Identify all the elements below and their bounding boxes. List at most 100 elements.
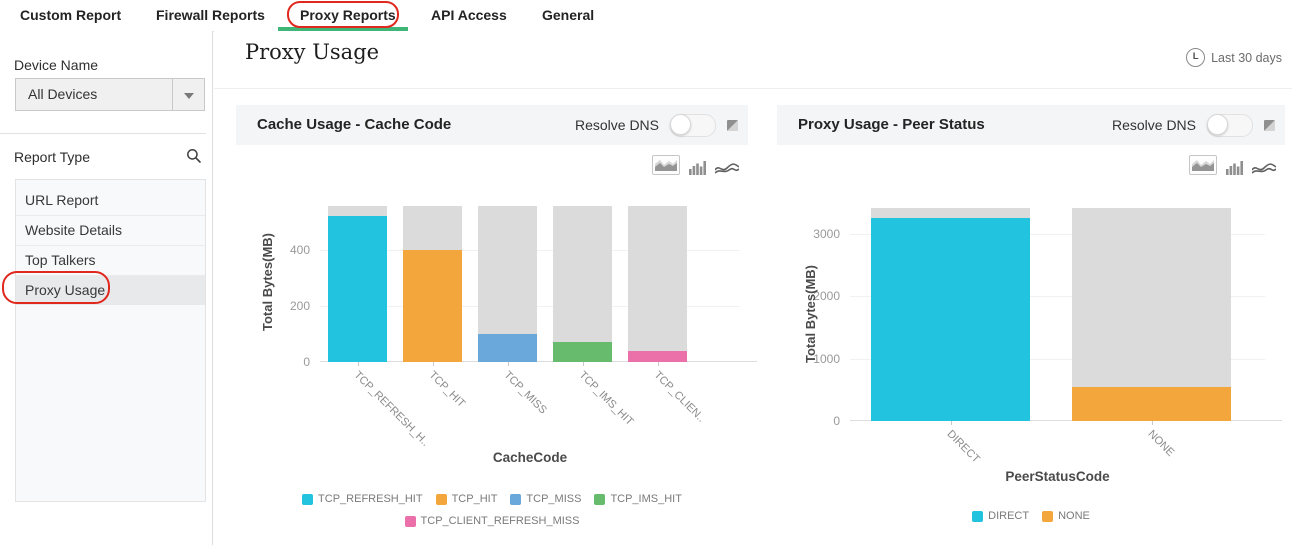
chart-title: Cache Usage - Cache Code xyxy=(257,116,452,133)
bar-chart-icon[interactable] xyxy=(1226,160,1243,175)
tab-general[interactable]: General xyxy=(542,7,595,23)
bar-direct[interactable] xyxy=(871,218,1030,421)
legend-label: DIRECT xyxy=(988,510,1030,522)
top-tabbar: Custom Report Firewall Reports Proxy Repor… xyxy=(0,0,1292,32)
active-tab-underline xyxy=(278,27,408,31)
x-label-tcp-refresh-h: TCP_REFRESH_H.. xyxy=(351,369,431,449)
device-select[interactable]: All Devices xyxy=(15,78,205,111)
device-select-value: All Devices xyxy=(28,86,98,102)
legend-item-none[interactable]: NONE xyxy=(1042,510,1090,522)
legend-item-tcp-hit[interactable]: TCP_HIT xyxy=(435,493,497,505)
x-label-tcp-clien: TCP_CLIEN.. xyxy=(651,369,707,425)
annotation-oval-tab xyxy=(287,1,399,28)
legend-swatch xyxy=(972,510,984,522)
time-filter[interactable]: L Last 30 days xyxy=(1186,48,1282,67)
legend-swatch xyxy=(594,493,606,505)
page-title: Proxy Usage xyxy=(245,40,380,64)
resolve-dns-toggle[interactable] xyxy=(670,113,716,137)
x-tick xyxy=(507,362,509,366)
legend-swatch xyxy=(404,515,416,527)
y-tick-label: 1000 xyxy=(813,351,840,366)
tab-api-access[interactable]: API Access xyxy=(431,7,507,23)
legend-label: TCP_CLIENT_REFRESH_MISS xyxy=(420,515,580,527)
bar-track xyxy=(1072,207,1231,421)
area-chart-icon[interactable] xyxy=(1189,155,1217,175)
bar-none[interactable] xyxy=(1072,387,1231,421)
bar-chart-icon[interactable] xyxy=(689,160,706,175)
dropdown-arrow-icon[interactable] xyxy=(172,79,204,110)
gridline xyxy=(850,358,1265,360)
x-tick xyxy=(1151,421,1153,425)
y-tick-label: 3000 xyxy=(813,227,840,242)
bar-tcp-hit[interactable] xyxy=(403,249,462,362)
legend-item-tcp-ims-hit[interactable]: TCP_IMS_HIT xyxy=(594,493,682,505)
y-axis-title: Total Bytes(MB) xyxy=(803,264,818,363)
line-chart-icon[interactable] xyxy=(715,161,739,175)
y-tick-label: 400 xyxy=(289,242,310,257)
resolve-dns-toggle[interactable] xyxy=(1207,113,1253,137)
report-type-label: Report Type xyxy=(14,149,91,165)
legend-label: NONE xyxy=(1058,510,1090,522)
tab-proxy-reports[interactable]: Proxy Reports xyxy=(300,7,396,23)
sidebar-item-url-report[interactable]: URL Report xyxy=(25,192,99,208)
bar-tcp-miss[interactable] xyxy=(478,333,537,362)
x-axis-line xyxy=(850,420,1282,421)
expand-icon[interactable] xyxy=(1264,119,1275,131)
y-axis-title: Total Bytes(MB) xyxy=(260,233,275,331)
area-chart-icon[interactable] xyxy=(652,155,680,175)
main-content: Proxy Usage L Last 30 days Cache Usage -… xyxy=(214,31,1292,545)
y-tick-label: 200 xyxy=(289,298,310,313)
legend-swatch xyxy=(435,493,447,505)
time-filter-label: Last 30 days xyxy=(1211,50,1282,65)
divider xyxy=(214,88,1292,89)
toggle-knob xyxy=(670,113,691,135)
tab-custom-report[interactable]: Custom Report xyxy=(20,7,122,23)
x-tick xyxy=(357,362,359,366)
bar-tcp-client-refresh-miss[interactable] xyxy=(628,350,687,362)
legend-item-tcp-refresh-hit[interactable]: TCP_REFRESH_HIT xyxy=(302,493,423,505)
x-label-tcp-miss: TCP_MISS xyxy=(501,369,549,417)
bar-tcp-refresh-hit[interactable] xyxy=(328,216,387,362)
chart-card-peer-status: Proxy Usage - Peer Status Resolve DNS 0 1… xyxy=(777,105,1285,545)
x-label-tcp-hit: TCP_HIT xyxy=(426,369,467,410)
annotation-oval-sidebar xyxy=(2,271,110,304)
chart-type-switcher xyxy=(1189,155,1276,175)
chart-card-cache-usage: Cache Usage - Cache Code Resolve DNS 0 20… xyxy=(236,105,757,545)
plot-area: 0 200 400 TCP_REFRESH_H.. TCP_HIT TCP_MISS TCP… xyxy=(290,202,757,449)
y-tick-label: 2000 xyxy=(813,289,840,304)
card-header: Proxy Usage - Peer Status Resolve DNS xyxy=(777,105,1285,145)
sidebar: Device Name All Devices Report Type URL … xyxy=(0,31,213,545)
legend-label: TCP_REFRESH_HIT xyxy=(318,493,423,505)
bar-track xyxy=(628,206,687,362)
search-icon[interactable] xyxy=(186,148,202,164)
sidebar-item-proxy-usage[interactable]: Proxy Usage xyxy=(16,275,205,305)
x-tick xyxy=(950,421,952,425)
bar-tcp-ims-hit[interactable] xyxy=(553,342,612,362)
y-tick-label: 0 xyxy=(303,355,310,369)
sidebar-item-top-talkers[interactable]: Top Talkers xyxy=(16,245,205,275)
plot-area: 0 1000 2000 3000 DIRECT NONE xyxy=(813,206,1282,465)
legend-label: TCP_IMS_HIT xyxy=(610,493,682,505)
x-axis-title: PeerStatusCode xyxy=(1005,469,1110,484)
sidebar-item-website-details[interactable]: Website Details xyxy=(16,215,205,245)
legend-item-tcp-client-refresh-miss[interactable]: TCP_CLIENT_REFRESH_MISS xyxy=(404,515,580,527)
tab-firewall-reports[interactable]: Firewall Reports xyxy=(156,7,265,23)
x-tick xyxy=(657,362,659,366)
line-chart-icon[interactable] xyxy=(1252,161,1276,175)
legend-swatch xyxy=(510,493,522,505)
toggle-knob xyxy=(1207,113,1228,135)
bar-track xyxy=(553,206,612,362)
card-header: Cache Usage - Cache Code Resolve DNS xyxy=(236,105,748,145)
legend-item-direct[interactable]: DIRECT xyxy=(972,510,1029,522)
x-label-none: NONE xyxy=(1145,428,1176,459)
x-axis-line xyxy=(320,361,757,362)
expand-icon[interactable] xyxy=(727,119,738,131)
legend-label: TCP_MISS xyxy=(526,493,582,505)
x-label-tcp-ims-hit: TCP_IMS_HIT xyxy=(576,369,636,429)
clock-icon: L xyxy=(1186,48,1206,67)
report-type-list: URL Report Website Details Top Talkers Prox… xyxy=(15,179,206,502)
chart-type-switcher xyxy=(652,155,739,175)
legend-item-tcp-miss[interactable]: TCP_MISS xyxy=(510,493,581,505)
legend: DIRECT NONE xyxy=(821,510,1241,522)
